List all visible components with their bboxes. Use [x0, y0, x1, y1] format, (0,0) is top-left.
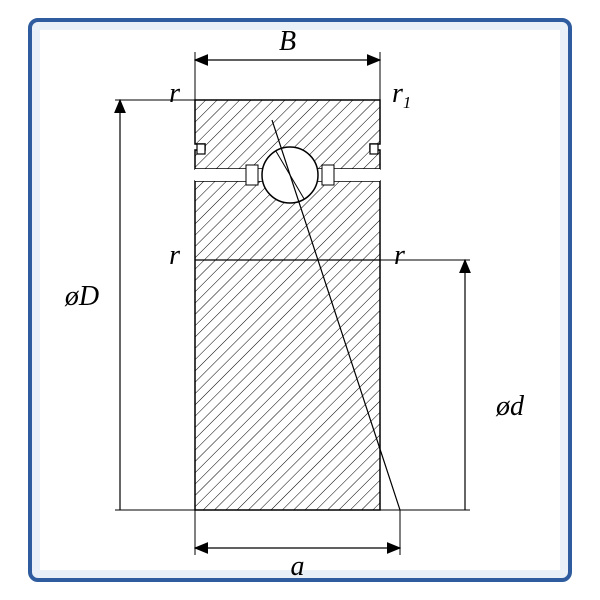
cage-right	[322, 165, 334, 185]
snap-groove-left	[197, 144, 205, 154]
dimension-label: r	[169, 78, 180, 109]
snap-groove-right	[370, 144, 378, 154]
dimension-label: B	[279, 26, 296, 57]
dimension-label: a	[291, 551, 305, 582]
dimension-label: r	[169, 240, 180, 271]
dimension-label: øD	[64, 281, 99, 312]
inner-ring-section	[195, 181, 380, 510]
dimension-label: ød	[495, 391, 525, 422]
cage-left	[246, 165, 258, 185]
dimension-label: r	[394, 240, 405, 271]
